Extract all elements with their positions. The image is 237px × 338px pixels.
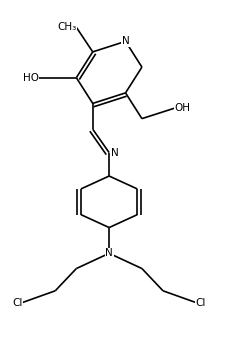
Text: OH: OH [175, 103, 191, 113]
Text: N: N [122, 37, 129, 46]
Text: N: N [105, 248, 113, 258]
Text: CH₃: CH₃ [57, 22, 76, 32]
Text: Cl: Cl [12, 297, 23, 308]
Text: Cl: Cl [196, 297, 206, 308]
Text: HO: HO [23, 73, 39, 83]
Text: N: N [111, 148, 119, 158]
